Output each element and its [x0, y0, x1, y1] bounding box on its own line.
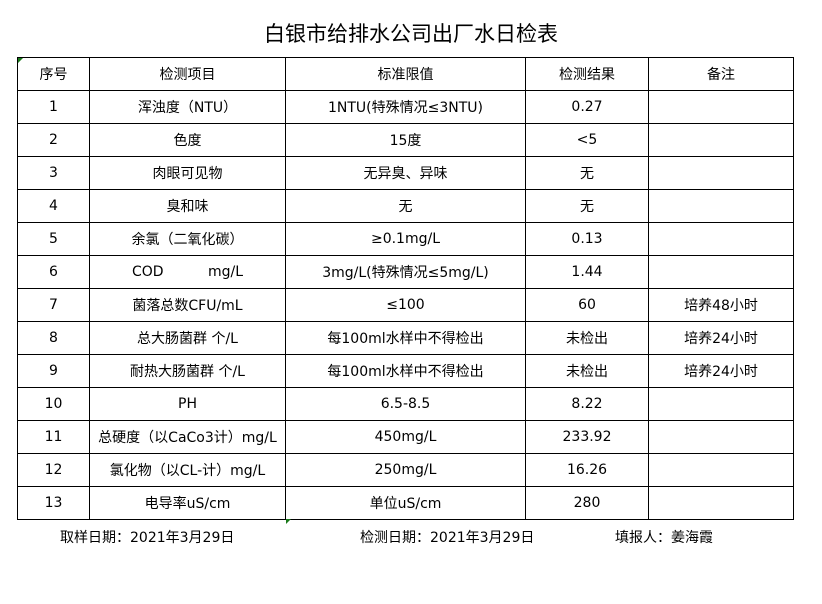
table-cell[interactable]: 耐热大肠菌群 个/L [89, 354, 286, 388]
table-cell[interactable]: 余氯（二氧化碳） [89, 222, 286, 256]
table-cell[interactable] [648, 420, 794, 454]
inspection-table: 序号 检测项目 标准限值 检测结果 备注 1 浑浊度（NTU） 1NTU(特殊情况≤3NTU)… [17, 57, 794, 520]
table-row: 7 菌落总数CFU/mL ≤100 60 培养48小时 [17, 288, 794, 322]
table-cell[interactable]: 电导率uS/cm [89, 486, 286, 520]
table-row: 10 PH 6.5-8.5 8.22 [17, 387, 794, 421]
table-row: 11 总硬度（以CaCo3计）mg/L 450mg/L 233.92 [17, 420, 794, 454]
table-cell[interactable]: 序号 [17, 57, 90, 91]
table-cell[interactable]: 11 [17, 420, 90, 454]
table-cell[interactable]: 16.26 [525, 453, 649, 487]
table-cell[interactable]: 6.5-8.5 [285, 387, 526, 421]
table-cell[interactable] [648, 156, 794, 190]
table-cell[interactable]: 培养24小时 [648, 321, 794, 355]
reporter: 填报人：姜海霞 [615, 530, 713, 546]
table-cell[interactable]: 备注 [648, 57, 794, 91]
table-cell[interactable] [648, 486, 794, 520]
header-row: 序号 检测项目 标准限值 检测结果 备注 [17, 57, 794, 91]
table-cell[interactable]: 7 [17, 288, 90, 322]
table-cell[interactable]: 无 [525, 156, 649, 190]
table-cell[interactable]: 总大肠菌群 个/L [89, 321, 286, 355]
table-cell[interactable]: ≥0.1mg/L [285, 222, 526, 256]
table-row: 2 色度 15度 <5 [17, 123, 794, 157]
table-cell[interactable] [648, 189, 794, 223]
table-cell[interactable]: 9 [17, 354, 90, 388]
table-cell[interactable]: 13 [17, 486, 90, 520]
table-cell[interactable]: 肉眼可见物 [89, 156, 286, 190]
table-cell[interactable]: 菌落总数CFU/mL [89, 288, 286, 322]
table-cell[interactable]: 233.92 [525, 420, 649, 454]
table-cell[interactable] [648, 255, 794, 289]
table-cell[interactable]: PH [89, 387, 286, 421]
table-cell[interactable]: 每100ml水样中不得检出 [285, 354, 526, 388]
table-cell[interactable]: COD mg/L [89, 255, 286, 289]
table-cell[interactable]: 3 [17, 156, 90, 190]
table-cell[interactable]: 氯化物（以CL-计）mg/L [89, 453, 286, 487]
table-cell[interactable]: 1 [17, 90, 90, 124]
table-cell[interactable]: 8.22 [525, 387, 649, 421]
table-cell[interactable]: 无异臭、异味 [285, 156, 526, 190]
table-cell[interactable]: 未检出 [525, 321, 649, 355]
table-cell[interactable]: 4 [17, 189, 90, 223]
table-cell[interactable]: 1.44 [525, 255, 649, 289]
table-row: 3 肉眼可见物 无异臭、异味无 [17, 156, 794, 190]
table-cell[interactable]: 280 [525, 486, 649, 520]
table-cell[interactable]: 检测结果 [525, 57, 649, 91]
table-cell[interactable]: 0.13 [525, 222, 649, 256]
table-cell[interactable]: 450mg/L [285, 420, 526, 454]
table-row: 1 浑浊度（NTU） 1NTU(特殊情况≤3NTU) 0.27 [17, 90, 794, 124]
table-cell[interactable] [648, 222, 794, 256]
table-row: 8 总大肠菌群 个/L 每100ml水样中不得检出 未检出 培养24小时 [17, 321, 794, 355]
table-cell[interactable]: 无 [525, 189, 649, 223]
table-cell[interactable]: ≤100 [285, 288, 526, 322]
cell-marker [286, 519, 291, 524]
table-cell[interactable]: 单位uS/cm [285, 486, 526, 520]
table-row: 4 臭和味无无 [17, 189, 794, 223]
table-cell[interactable]: 8 [17, 321, 90, 355]
table-cell[interactable]: <5 [525, 123, 649, 157]
table-cell[interactable]: 总硬度（以CaCo3计）mg/L [89, 420, 286, 454]
table-cell[interactable]: 每100ml水样中不得检出 [285, 321, 526, 355]
table-cell[interactable]: 色度 [89, 123, 286, 157]
table-cell[interactable]: 0.27 [525, 90, 649, 124]
table-row: 12 氯化物（以CL-计）mg/L 250mg/L 16.26 [17, 453, 794, 487]
table-cell[interactable]: 6 [17, 255, 90, 289]
table-cell[interactable] [648, 123, 794, 157]
table-cell[interactable]: 培养24小时 [648, 354, 794, 388]
table-cell[interactable]: 15度 [285, 123, 526, 157]
table-cell[interactable]: 标准限值 [285, 57, 526, 91]
table-cell[interactable] [648, 453, 794, 487]
table-cell[interactable]: 10 [17, 387, 90, 421]
table-cell[interactable]: 未检出 [525, 354, 649, 388]
table-cell[interactable]: 培养48小时 [648, 288, 794, 322]
table-cell[interactable]: 1NTU(特殊情况≤3NTU) [285, 90, 526, 124]
table-cell[interactable]: 5 [17, 222, 90, 256]
table-cell[interactable]: 250mg/L [285, 453, 526, 487]
table-cell[interactable]: 浑浊度（NTU） [89, 90, 286, 124]
table-cell[interactable] [648, 387, 794, 421]
table-row: 6 COD mg/L 3mg/L(特殊情况≤5mg/L) 1.44 [17, 255, 794, 289]
table-cell[interactable]: 3mg/L(特殊情况≤5mg/L) [285, 255, 526, 289]
test-date: 检测日期：2021年3月29日 [360, 530, 535, 546]
table-row: 9 耐热大肠菌群 个/L 每100ml水样中不得检出 未检出 培养24小时 [17, 354, 794, 388]
table-cell[interactable]: 臭和味 [89, 189, 286, 223]
sample-date: 取样日期：2021年3月29日 [60, 530, 235, 546]
table-cell[interactable]: 检测项目 [89, 57, 286, 91]
table-row: 5 余氯（二氧化碳） ≥0.1mg/L 0.13 [17, 222, 794, 256]
table-cell[interactable]: 60 [525, 288, 649, 322]
page-title: 白银市给排水公司出厂水日检表 [264, 22, 558, 46]
table-cell[interactable]: 12 [17, 453, 90, 487]
table-cell[interactable] [648, 90, 794, 124]
table-cell[interactable]: 无 [285, 189, 526, 223]
table-row: 13 电导率uS/cm 单位uS/cm 280 [17, 486, 794, 520]
table-cell[interactable]: 2 [17, 123, 90, 157]
